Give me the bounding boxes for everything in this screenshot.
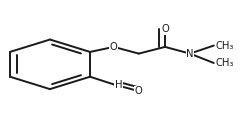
Text: O: O: [135, 86, 142, 96]
Text: CH₃: CH₃: [216, 41, 234, 51]
Text: H: H: [115, 80, 122, 90]
Text: N: N: [186, 49, 194, 59]
Text: O: O: [110, 42, 118, 52]
Text: CH₃: CH₃: [216, 58, 234, 68]
Text: O: O: [161, 25, 169, 34]
